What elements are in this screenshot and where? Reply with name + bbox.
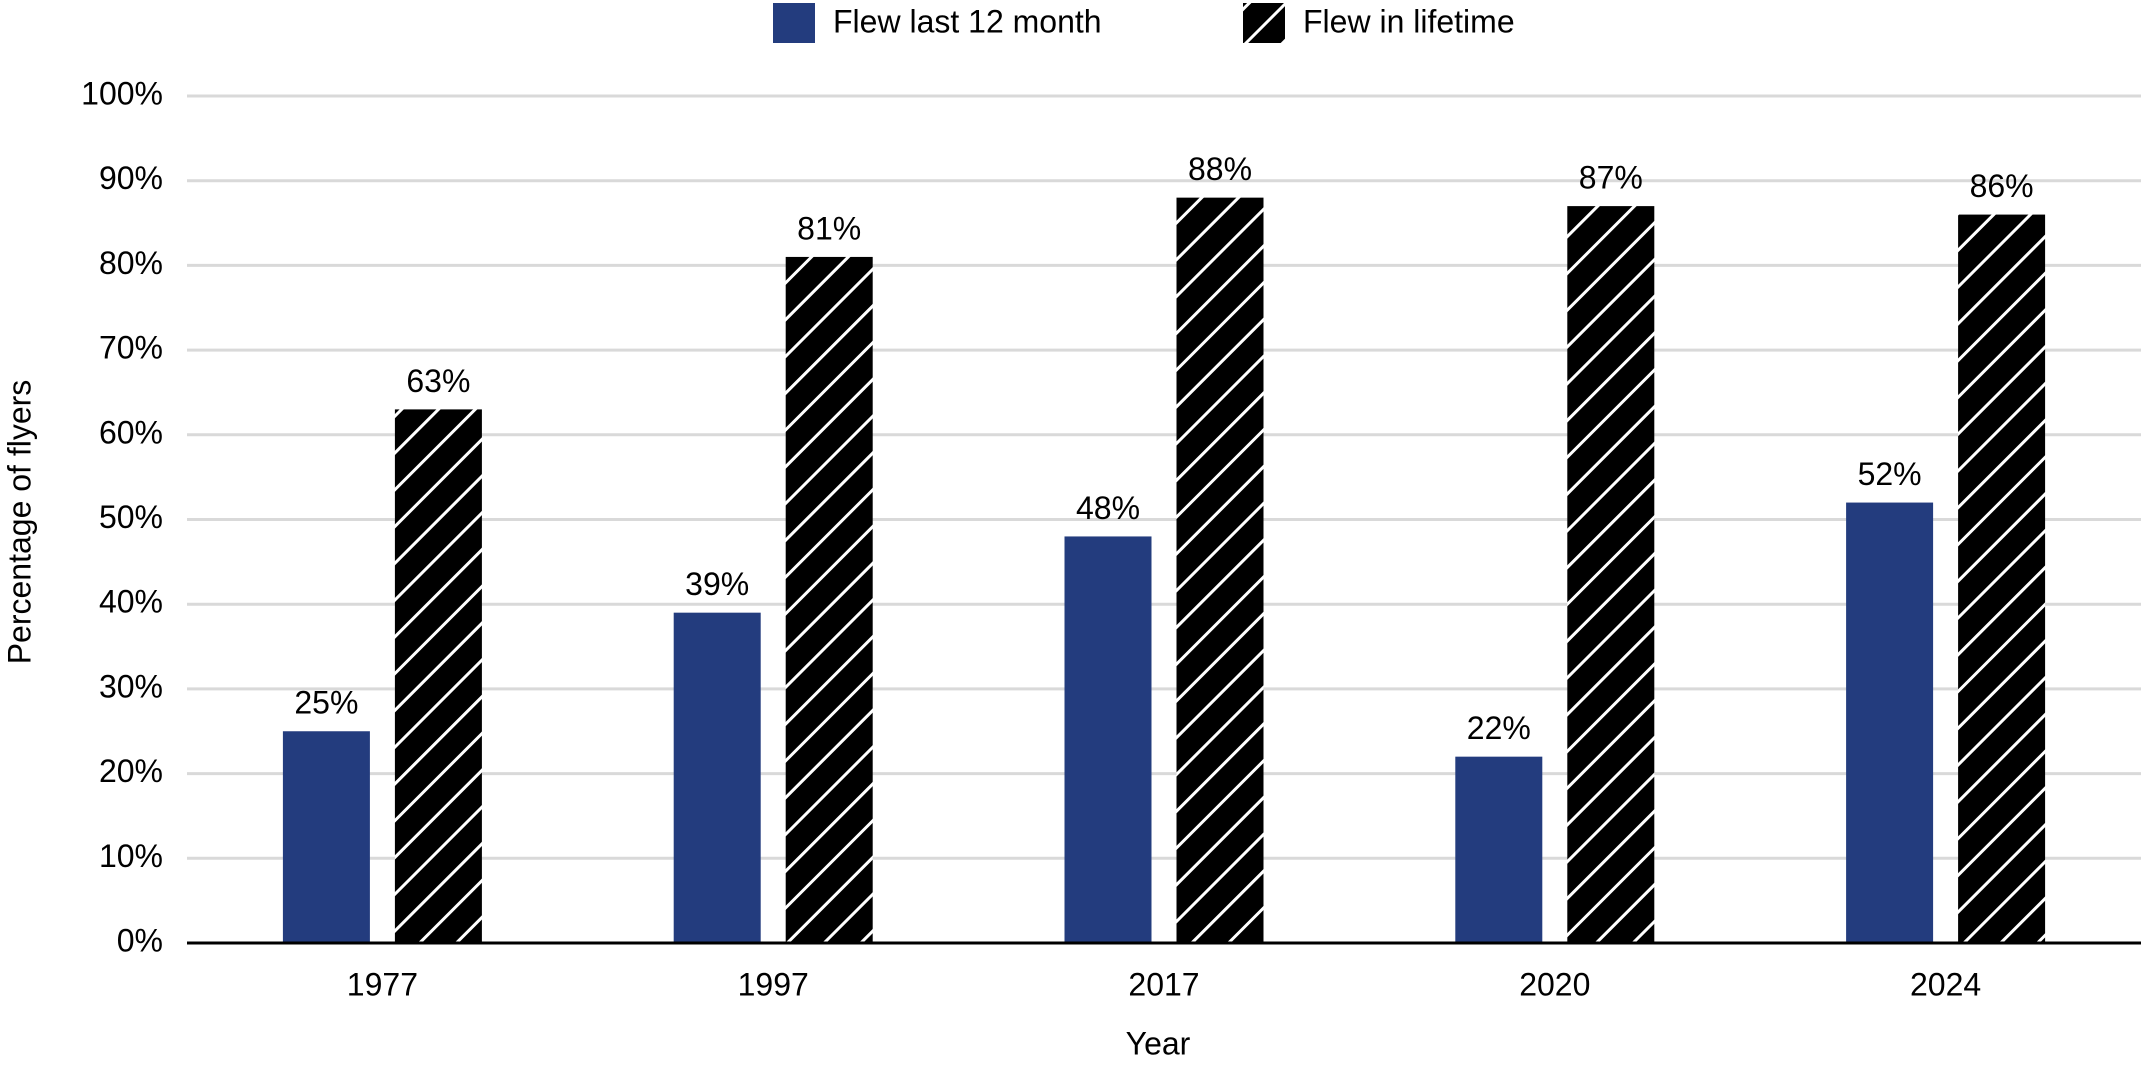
value-label: 22% xyxy=(1467,710,1531,746)
value-label: 52% xyxy=(1858,456,1922,492)
bar xyxy=(282,731,370,943)
value-label: 86% xyxy=(1970,168,2034,204)
legend-swatch xyxy=(773,3,815,43)
y-tick-label: 100% xyxy=(81,75,163,111)
bar xyxy=(1064,536,1152,943)
y-tick-label: 30% xyxy=(99,668,163,704)
x-axis-title: Year xyxy=(1126,1025,1191,1061)
y-tick-label: 80% xyxy=(99,245,163,281)
value-label: 63% xyxy=(406,363,470,399)
bar xyxy=(785,256,873,943)
x-tick-label: 2017 xyxy=(1128,966,1199,1002)
y-tick-label: 40% xyxy=(99,584,163,620)
y-tick-label: 0% xyxy=(117,922,163,958)
bar xyxy=(1176,197,1264,943)
bar xyxy=(673,612,761,943)
value-label: 48% xyxy=(1076,490,1140,526)
legend-swatch xyxy=(1243,3,1285,43)
x-tick-label: 2024 xyxy=(1910,966,1981,1002)
bar xyxy=(394,409,482,943)
legend-label: Flew last 12 month xyxy=(833,3,1102,39)
y-axis-title: Percentage of flyers xyxy=(1,380,37,665)
bar xyxy=(1958,214,2046,943)
x-tick-label: 1997 xyxy=(738,966,809,1002)
y-tick-label: 50% xyxy=(99,499,163,535)
value-label: 88% xyxy=(1188,151,1252,187)
y-tick-label: 10% xyxy=(99,838,163,874)
y-tick-label: 20% xyxy=(99,753,163,789)
legend-label: Flew in lifetime xyxy=(1303,3,1515,39)
value-label: 81% xyxy=(797,210,861,246)
y-tick-label: 60% xyxy=(99,414,163,450)
bar xyxy=(1846,502,1934,943)
bar xyxy=(1455,756,1543,943)
y-tick-label: 70% xyxy=(99,330,163,366)
y-tick-label: 90% xyxy=(99,160,163,196)
x-tick-label: 1977 xyxy=(347,966,418,1002)
x-tick-label: 2020 xyxy=(1519,966,1590,1002)
value-label: 87% xyxy=(1579,160,1643,196)
value-label: 25% xyxy=(294,685,358,721)
value-label: 39% xyxy=(685,566,749,602)
bar xyxy=(1567,206,1655,944)
